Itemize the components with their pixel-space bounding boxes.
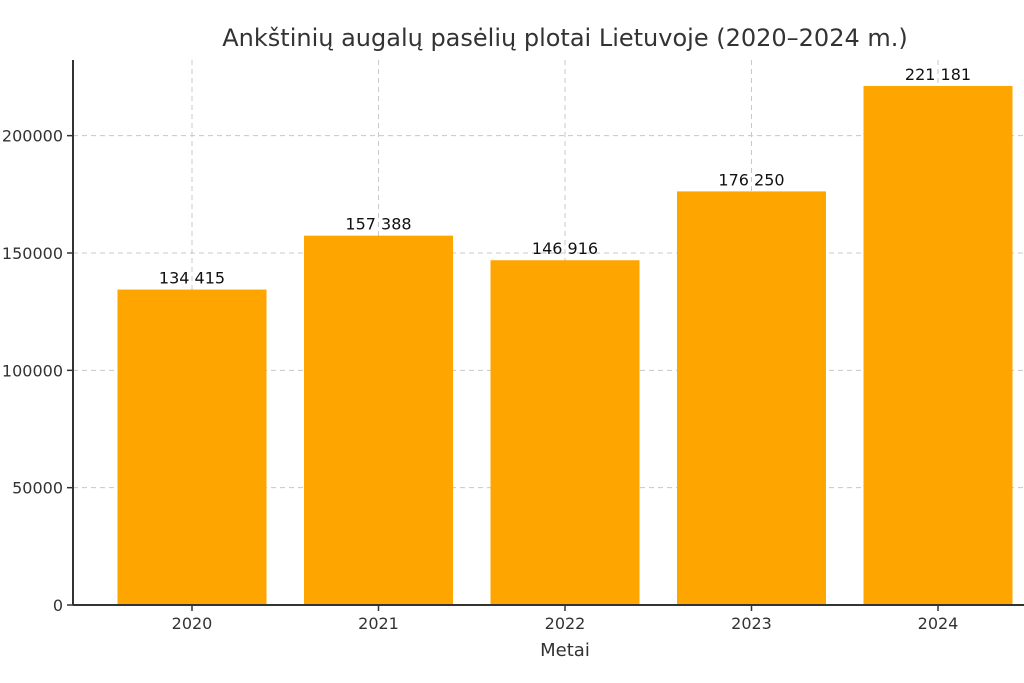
data-label-2024: 221 181 xyxy=(905,65,971,84)
data-label-2023: 176 250 xyxy=(718,170,784,189)
x-tick-label: 2024 xyxy=(918,614,959,633)
data-labels: 134 415 157 388 146 916 176 250 221 181 xyxy=(159,65,971,288)
bars xyxy=(117,85,1013,606)
y-tick-label: 100000 xyxy=(2,361,63,380)
x-tick-label: 2020 xyxy=(172,614,213,633)
y-tick-label: 0 xyxy=(53,596,63,615)
y-tick-label: 150000 xyxy=(2,244,63,263)
data-label-2022: 146 916 xyxy=(532,239,598,258)
y-tick-label: 50000 xyxy=(12,479,63,498)
axes: 0 50000 100000 150000 200000 2020 2021 2022 2023… xyxy=(2,60,1024,633)
bar-2023 xyxy=(677,191,826,605)
bar-2024 xyxy=(863,85,1013,605)
x-tick-label: 2023 xyxy=(731,614,772,633)
x-axis-label: Metai xyxy=(540,640,590,661)
bar-2022 xyxy=(490,260,640,605)
x-tick-label: 2022 xyxy=(545,614,586,633)
bar-2021 xyxy=(304,235,453,606)
y-tick-label: 200000 xyxy=(2,127,63,146)
x-tick-label: 2021 xyxy=(358,614,399,633)
data-label-2021: 157 388 xyxy=(345,215,411,234)
chart-title: Ankštinių augalų pasėlių plotai Lietuvoj… xyxy=(222,24,907,52)
bar-2020 xyxy=(117,289,267,605)
data-label-2020: 134 415 xyxy=(159,269,225,288)
